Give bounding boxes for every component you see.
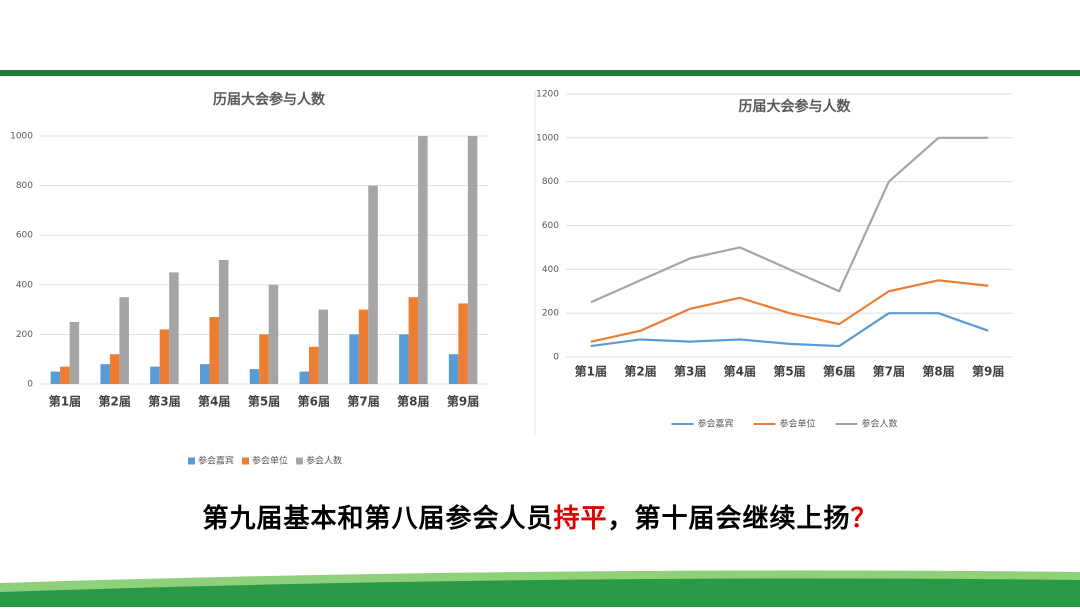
- x-tick-label: 第9届: [447, 394, 479, 409]
- y-tick-label: 1000: [10, 132, 33, 142]
- y-tick-label: 600: [542, 221, 559, 231]
- legend-label: 参会单位: [780, 418, 816, 430]
- bar: [399, 334, 409, 384]
- bar: [268, 284, 279, 384]
- x-tick-label: 第3届: [674, 364, 706, 379]
- caption-highlight: 持平: [553, 504, 608, 534]
- line: [590, 312, 989, 348]
- x-tick-label: 第6届: [298, 394, 330, 409]
- y-tick-label: 800: [542, 177, 559, 187]
- x-tick-label: 第9届: [972, 364, 1004, 379]
- x-tick-label: 第8届: [397, 394, 429, 409]
- y-tick-label: 1200: [536, 90, 559, 100]
- bar: [408, 297, 419, 384]
- bar: [209, 317, 219, 384]
- x-tick-label: 第1届: [575, 364, 607, 379]
- x-tick-label: 第6届: [823, 364, 855, 379]
- top-bar: [0, 70, 1080, 76]
- x-tick-label: 第7届: [347, 394, 379, 409]
- y-tick-label: 200: [16, 330, 33, 340]
- x-tick-label: 第5届: [773, 364, 805, 379]
- line: [590, 279, 989, 343]
- bar: [358, 309, 369, 384]
- bar: [119, 297, 129, 384]
- bar: [309, 346, 319, 384]
- bar: [100, 364, 110, 384]
- y-tick-label: 600: [16, 231, 33, 241]
- caption-text: 第九届基本和第八届参会人员: [202, 504, 554, 534]
- bar: [60, 366, 70, 384]
- y-tick-label: 1000: [536, 133, 559, 143]
- caption-question: ？: [850, 504, 878, 534]
- legend-swatch: [242, 457, 249, 465]
- bar: [318, 309, 329, 384]
- caption: 第九届基本和第八届参会人员持平，第十届会继续上扬？: [0, 498, 1080, 535]
- legend-label: 参会人数: [306, 455, 342, 467]
- bar: [199, 364, 210, 384]
- x-tick-label: 第7届: [873, 364, 905, 379]
- line: [590, 136, 989, 304]
- x-tick-label: 第3届: [148, 394, 180, 409]
- legend-label: 参会嘉宾: [698, 418, 734, 430]
- legend-label: 参会嘉宾: [198, 455, 234, 467]
- chart-title: 历届大会参与人数: [213, 91, 326, 108]
- bar: [249, 369, 260, 384]
- legend-label: 参会单位: [252, 455, 288, 467]
- x-tick-label: 第4届: [724, 364, 756, 379]
- y-tick-label: 400: [16, 280, 33, 290]
- bar: [448, 354, 459, 384]
- chart-title: 历届大会参与人数: [739, 98, 852, 115]
- x-tick-label: 第2届: [98, 394, 130, 409]
- y-tick-label: 400: [542, 265, 559, 275]
- bar: [259, 334, 269, 384]
- x-tick-label: 第1届: [49, 394, 81, 409]
- x-tick-label: 第2届: [624, 364, 656, 379]
- bar: [150, 366, 160, 384]
- bottom-wave-light: [0, 570, 1080, 592]
- bar: [418, 136, 428, 384]
- bar: [349, 334, 359, 384]
- bar: [50, 371, 61, 384]
- bar: [169, 272, 179, 384]
- y-tick-label: 0: [553, 353, 559, 363]
- bar: [159, 329, 170, 384]
- bar: [218, 260, 229, 384]
- bar: [69, 322, 80, 384]
- bar: [109, 354, 120, 384]
- legend-swatch: [188, 457, 195, 465]
- bar: [368, 185, 378, 384]
- bar: [467, 136, 478, 384]
- x-tick-label: 第8届: [922, 364, 954, 379]
- bar: [299, 371, 310, 384]
- legend-swatch: [296, 457, 303, 465]
- y-tick-label: 200: [542, 309, 559, 319]
- bar: [458, 303, 468, 384]
- legend-label: 参会人数: [862, 418, 898, 430]
- x-tick-label: 第5届: [248, 394, 280, 409]
- y-tick-label: 800: [16, 181, 33, 191]
- y-tick-label: 0: [27, 380, 33, 390]
- x-tick-label: 第4届: [198, 394, 230, 409]
- caption-text: ，第十届会继续上扬: [607, 504, 851, 534]
